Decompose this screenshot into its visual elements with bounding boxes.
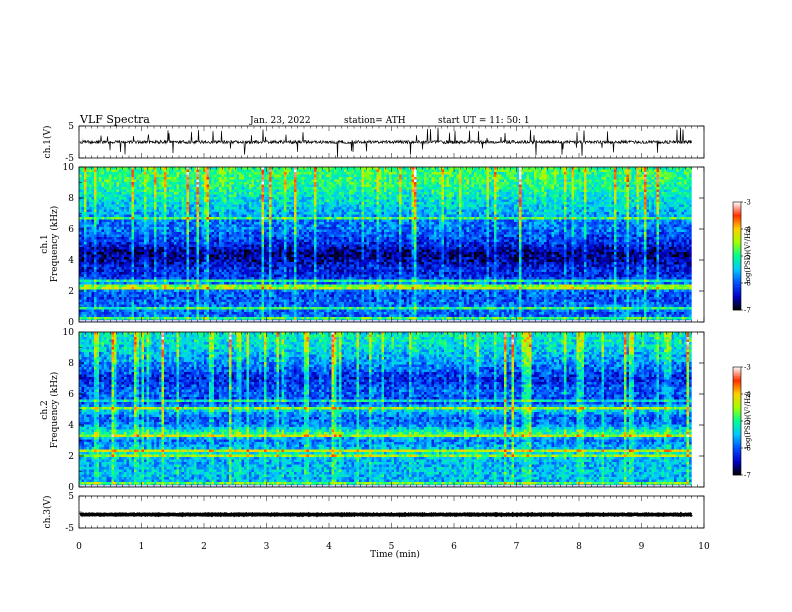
time-tick-label: 8 — [576, 542, 582, 552]
ch1-channel-label: ch.1 — [40, 234, 50, 253]
ch2-spectrogram-ytick-label: 8 — [68, 359, 74, 369]
ch2-channel-label: ch.2 — [40, 400, 50, 419]
date-label: Jan. 23, 2022 — [249, 116, 311, 126]
ch3-waveform-ytick-label: -5 — [65, 524, 74, 534]
colorbar-tick-label: -7 — [744, 307, 751, 315]
time-tick-label: 4 — [326, 542, 332, 552]
ch1-spectrogram-ytick-label: 6 — [68, 225, 74, 235]
start-time-label: start UT = 11: 50: 1 — [438, 116, 530, 126]
ch1-spectrogram-ytick-label: 4 — [68, 256, 74, 266]
ch3-waveform-panel: 5 -5 ch.3(V) — [42, 492, 704, 534]
time-tick-label: 3 — [264, 542, 270, 552]
time-tick-label: 10 — [698, 542, 710, 552]
time-tick-label: 2 — [201, 542, 207, 552]
colorbar-tick-label: -7 — [744, 472, 751, 480]
time-axis-label: Time (min) — [370, 549, 420, 560]
station-label: station= ATH — [344, 116, 406, 126]
ch1-colorbar-label: log(PSD)(V²/Hz) — [744, 226, 752, 283]
vlf-spectra-figure: VLF Spectra Jan. 23, 2022 station= ATH s… — [0, 0, 792, 612]
ch2-spectrogram-ytick-label: 10 — [63, 328, 75, 338]
ch1-spectrogram-image — [79, 167, 692, 322]
time-tick-label: 9 — [639, 542, 645, 552]
ch2-spectrogram-ytick-label: 6 — [68, 390, 74, 400]
ch1-waveform-plot — [80, 128, 692, 158]
ch1-spectrogram-ytick-label: 8 — [68, 194, 74, 204]
ch1-waveform-ytick-label: 5 — [68, 122, 74, 132]
ch1-spectrogram-ytick-label: 2 — [68, 287, 74, 297]
colorbar-tick-label: -3 — [744, 199, 751, 207]
time-tick-label: 0 — [76, 542, 82, 552]
ch2-spectrogram-ytick-label: 4 — [68, 421, 74, 431]
ch2-colorbar-label: log(PSD)(V²/Hz) — [744, 391, 752, 448]
colorbar-tick-label: -3 — [744, 364, 751, 372]
ch3-waveform-ylabel: ch.3(V) — [42, 496, 53, 529]
ch2-frequency-ylabel: Frequency (kHz) — [49, 372, 60, 449]
time-tick-label: 1 — [139, 542, 145, 552]
ch1-spectrogram-ytick-label: 0 — [68, 318, 74, 328]
ch1-waveform-trace — [80, 128, 692, 158]
ch1-waveform-ylabel: ch.1(V) — [42, 126, 53, 159]
ch1-waveform-panel: 5-5 ch.1(V) — [42, 122, 704, 164]
figure-title: VLF Spectra — [79, 113, 150, 126]
ch3-waveform-trace — [80, 514, 692, 515]
ch3-waveform-plot — [80, 514, 692, 515]
ch3-waveform-ytick-label: 5 — [68, 492, 74, 502]
ch1-frequency-ylabel: Frequency (kHz) — [49, 206, 60, 283]
ch2-spectrogram-ytick-label: 2 — [68, 452, 74, 462]
time-tick-label: 6 — [451, 542, 457, 552]
time-tick-label: 7 — [514, 542, 520, 552]
ch1-spectrogram-ytick-label: 10 — [63, 163, 75, 173]
ch2-spectrogram-image — [79, 332, 692, 487]
